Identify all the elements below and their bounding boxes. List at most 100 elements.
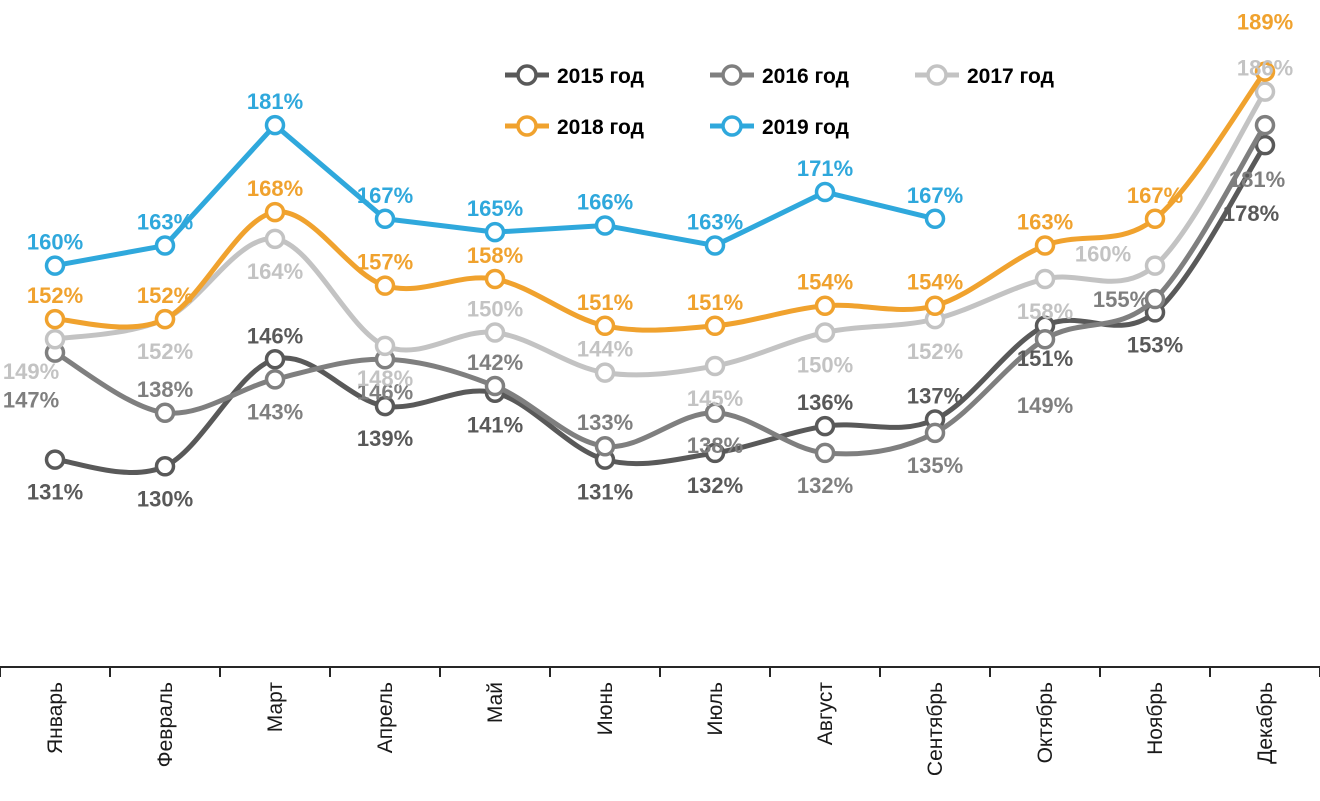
data-label-2018: 189% [1237,10,1293,35]
data-point-2017 [814,322,836,343]
data-point-2016 [704,402,726,424]
data-point-2017 [264,228,286,250]
data-label-2019: 166% [577,189,633,214]
data-point-2015 [1254,134,1276,156]
legend: 2015 год 2016 год 2017 год 2018 год 2019 год [505,64,1054,139]
data-label-2016: 147% [3,388,59,413]
x-axis-label: Сентябрь [924,682,947,776]
data-point-2016 [1034,328,1056,350]
x-axis-label: Апрель [374,682,397,753]
data-label-2017: 152% [137,339,193,364]
x-axis-label: Июнь [594,682,617,735]
data-label-2016: 135% [907,453,963,478]
data-label-2015: 151% [1017,346,1073,371]
data-point-2016 [264,369,286,390]
data-point-2016 [484,375,506,397]
legend-marker-icon [516,115,538,137]
data-point-2015 [374,395,396,417]
series-line-2018 [52,69,1268,333]
data-label-2018: 163% [1017,210,1073,235]
data-point-2018 [924,295,946,316]
data-label-2017: 152% [907,339,963,364]
data-point-2018 [1034,235,1056,256]
legend-marker-icon [721,115,743,137]
legend-label: 2016 год [762,65,849,88]
data-point-2018 [704,315,726,337]
data-point-2019 [44,255,66,276]
data-point-2017 [484,322,506,343]
x-axis-label: Май [484,682,507,723]
x-axis-label: Декабрь [1254,682,1277,764]
series-line-2015 [52,142,1268,475]
data-label-2017: 164% [247,259,303,284]
data-point-2016 [924,422,946,444]
data-label-2019: 163% [687,210,743,235]
x-axis-label: Февраль [154,682,177,767]
data-label-2019: 181% [247,89,303,114]
data-point-2016 [594,435,616,457]
data-label-2018: 168% [247,176,303,201]
data-point-2016 [814,442,836,464]
series-line-2016 [52,122,1268,457]
data-point-2016 [154,402,176,424]
data-label-2017: 149% [3,359,59,384]
legend-item-2015: 2015 год [505,64,644,88]
data-label-2018: 154% [797,270,853,295]
x-axis: Январь Февраль Март Апрель Май Июнь Июль Август… [0,666,1320,776]
data-point-2018 [44,308,66,330]
data-label-2016: 155% [1093,287,1149,312]
data-point-2015 [814,415,836,437]
data-label-2016: 138% [137,377,193,402]
data-point-2018 [1144,208,1166,230]
data-label-2018: 151% [687,290,743,315]
data-label-2015: 178% [1223,201,1279,226]
data-label-2015: 146% [247,323,303,348]
data-point-2015 [264,349,286,370]
data-label-2016: 133% [577,410,633,435]
data-point-2017 [1144,255,1166,276]
data-label-2015: 136% [797,390,853,415]
legend-label: 2017 год [967,65,1054,88]
data-label-2015: 137% [907,383,963,408]
data-label-2016: 142% [467,350,523,375]
legend-marker-icon [721,64,743,86]
legend-label: 2018 год [557,116,644,139]
legend-label: 2019 год [762,116,849,139]
data-point-2018 [264,201,286,223]
data-point-2019 [374,208,396,230]
data-point-2015 [704,442,726,464]
data-label-2016: 146% [357,379,413,404]
data-label-2019: 165% [467,196,523,221]
data-label-2018: 157% [357,250,413,275]
data-label-2016: 181% [1229,167,1285,192]
data-label-2018: 152% [27,283,83,308]
data-point-2019 [484,221,506,243]
data-point-2015 [154,456,176,477]
data-point-2017 [44,328,66,350]
data-label-2019: 167% [907,183,963,208]
data-point-2018 [814,295,836,316]
data-point-2019 [594,215,616,236]
data-label-2018: 158% [467,243,523,268]
data-point-2017 [704,355,726,377]
data-label-2017: 160% [1075,242,1131,267]
legend-marker-icon [926,64,948,86]
legend-label: 2015 год [557,65,644,88]
data-label-2015: 130% [137,486,193,511]
data-label-2018: 151% [577,290,633,315]
data-label-2019: 163% [137,210,193,235]
data-labels: 131% 130% 146% 139% 141% 131% 132% 136% 137% 151%… [3,10,1293,512]
data-label-2019: 171% [797,156,853,181]
data-label-2018: 167% [1127,183,1183,208]
data-label-2015: 131% [27,480,83,505]
x-axis-label: Октябрь [1034,682,1057,763]
data-point-2019 [924,208,946,230]
data-point-2016 [1144,288,1166,310]
data-point-2017 [1034,268,1056,290]
data-point-2018 [594,315,616,337]
legend-item-2018: 2018 год [505,115,644,139]
series-lines [44,61,1276,477]
x-axis-label: Январь [44,682,67,754]
data-label-2019: 167% [357,183,413,208]
data-label-2016: 143% [247,399,303,424]
